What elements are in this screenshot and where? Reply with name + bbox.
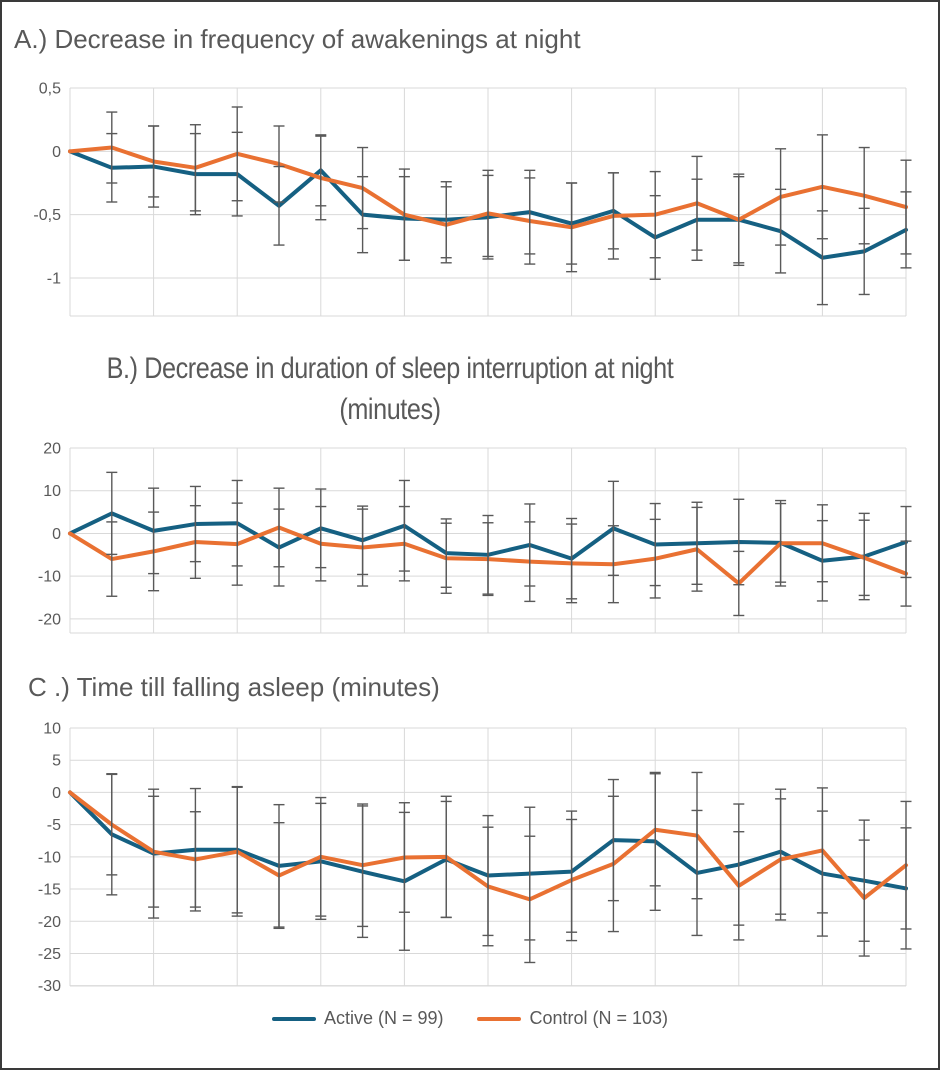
legend-item-control: Control (N = 103) [477, 1008, 668, 1029]
y-tick-label: 0 [52, 144, 61, 161]
y-tick-label: -15 [38, 882, 61, 899]
chart-a-title: A.) Decrease in frequency of awakenings … [14, 24, 581, 54]
chart-b-title-line2: (minutes) [339, 393, 441, 426]
y-tick-label: -0,5 [33, 207, 61, 224]
y-tick-label: 10 [43, 483, 61, 500]
error-bars [106, 471, 912, 617]
chart-c-title: C .) Time till falling asleep (minutes) [28, 672, 440, 702]
y-tick-label: -10 [38, 849, 61, 866]
y-tick-label: 20 [43, 441, 61, 458]
y-tick-label: 5 [52, 753, 61, 770]
y-axis-labels: 0,5 0 -0,5 -1 [33, 81, 61, 288]
y-tick-label: 0 [52, 785, 61, 802]
y-tick-label: 10 [43, 721, 61, 738]
legend-label-control: Control (N = 103) [529, 1008, 669, 1028]
legend-item-active: Active (N = 99) [271, 1008, 444, 1029]
y-tick-label: -25 [38, 946, 61, 963]
error-bars [106, 106, 912, 306]
control-line-swatch [477, 1016, 522, 1021]
y-tick-label: 0,5 [39, 81, 61, 98]
error-bars [106, 771, 912, 964]
y-tick-label: -20 [38, 914, 61, 931]
y-tick-label: -20 [38, 611, 61, 628]
legend-label-active: Active (N = 99) [323, 1008, 444, 1028]
y-tick-label: -10 [38, 569, 61, 586]
y-tick-label: 0 [52, 526, 61, 543]
y-tick-label: -5 [47, 817, 61, 834]
active-line-swatch [271, 1016, 316, 1021]
chart-b-title-line1: B.) Decrease in duration of sleep interr… [106, 352, 674, 385]
y-axis-labels: 10 5 0 -5 -10 -15 -20 -25 -30 [38, 721, 61, 996]
chart-A-plot: 0,5 0 -0,5 -1 [33, 81, 912, 317]
y-tick-label: -1 [47, 271, 61, 288]
chart-B-plot: 20 10 0 -10 -20 [38, 441, 912, 634]
legend: Active (N = 99) Control (N = 103) [2, 1008, 938, 1029]
chart-C-plot: 10 5 0 -5 -10 -15 -20 -25 -30 [38, 721, 912, 996]
y-tick-label: -30 [38, 978, 61, 995]
chart-b-title: B.) Decrease in duration of sleep interr… [74, 348, 706, 430]
y-axis-labels: 20 10 0 -10 -20 [38, 441, 61, 629]
